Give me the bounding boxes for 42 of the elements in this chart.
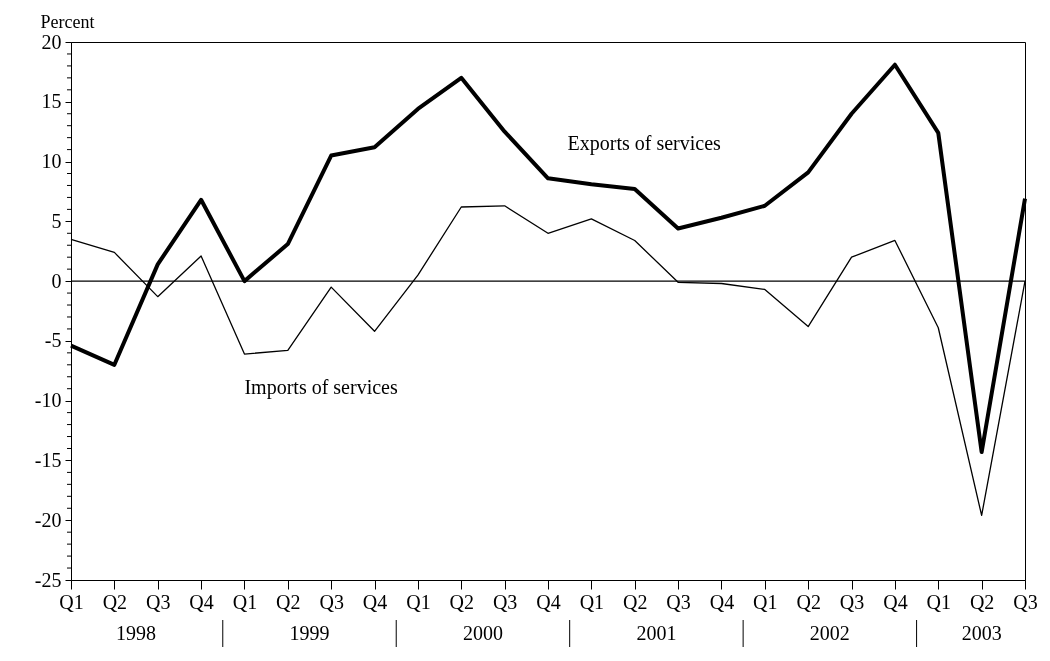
x-tick-label: Q2 [969,590,995,613]
text: 2001 [636,622,677,644]
text: 2002 [809,622,850,644]
y-tick-label: 20 [41,30,62,53]
x-tick-label: Q1 [753,590,778,613]
y-tick-label: 15 [41,90,62,113]
y-tick-label: 0 [51,269,62,292]
x-tick-label: Q3 [839,590,865,613]
y-tick-label: -10 [34,389,62,412]
x-tick-label: Q4 [709,590,735,613]
x-tick-label: Q2 [449,590,474,613]
text: 1999 [289,622,330,644]
y-tick-label: -5 [44,329,62,352]
x-tick-label: Q1 [406,590,431,613]
x-tick-label: Q2 [623,590,648,613]
x-tick-label: Q4 [536,590,561,613]
text: 1998 [116,622,157,644]
text: 2003 [961,622,1002,644]
x-tick-label: Q3 [146,590,171,613]
y-tick-label: 5 [51,209,62,232]
x-tick-label: Q2 [102,590,128,613]
y-axis-title: Percent [40,11,95,32]
text: 2000 [462,622,503,644]
x-tick-label: Q3 [492,590,518,613]
x-tick-label: Q2 [796,590,821,613]
y-tick-label: 10 [41,150,62,173]
series-label: Imports of services [244,375,398,399]
x-tick-label: Q3 [1013,590,1038,613]
x-tick-label: Q1 [59,590,84,613]
x-tick-label: Q3 [666,590,691,613]
x-tick-label: Q1 [232,590,258,613]
y-tick-label: -15 [34,448,62,471]
x-tick-label: Q1 [926,590,951,613]
y-tick-label: -25 [34,568,62,591]
series-label: Exports of services [567,131,722,155]
x-tick-label: Q4 [362,590,388,613]
x-tick-label: Q3 [319,590,344,613]
x-tick-label: Q2 [276,590,301,613]
x-tick-label: Q1 [579,590,605,613]
y-tick-label: -20 [34,508,62,531]
x-tick-label: Q4 [189,590,214,613]
x-tick-label: Q4 [883,590,908,613]
